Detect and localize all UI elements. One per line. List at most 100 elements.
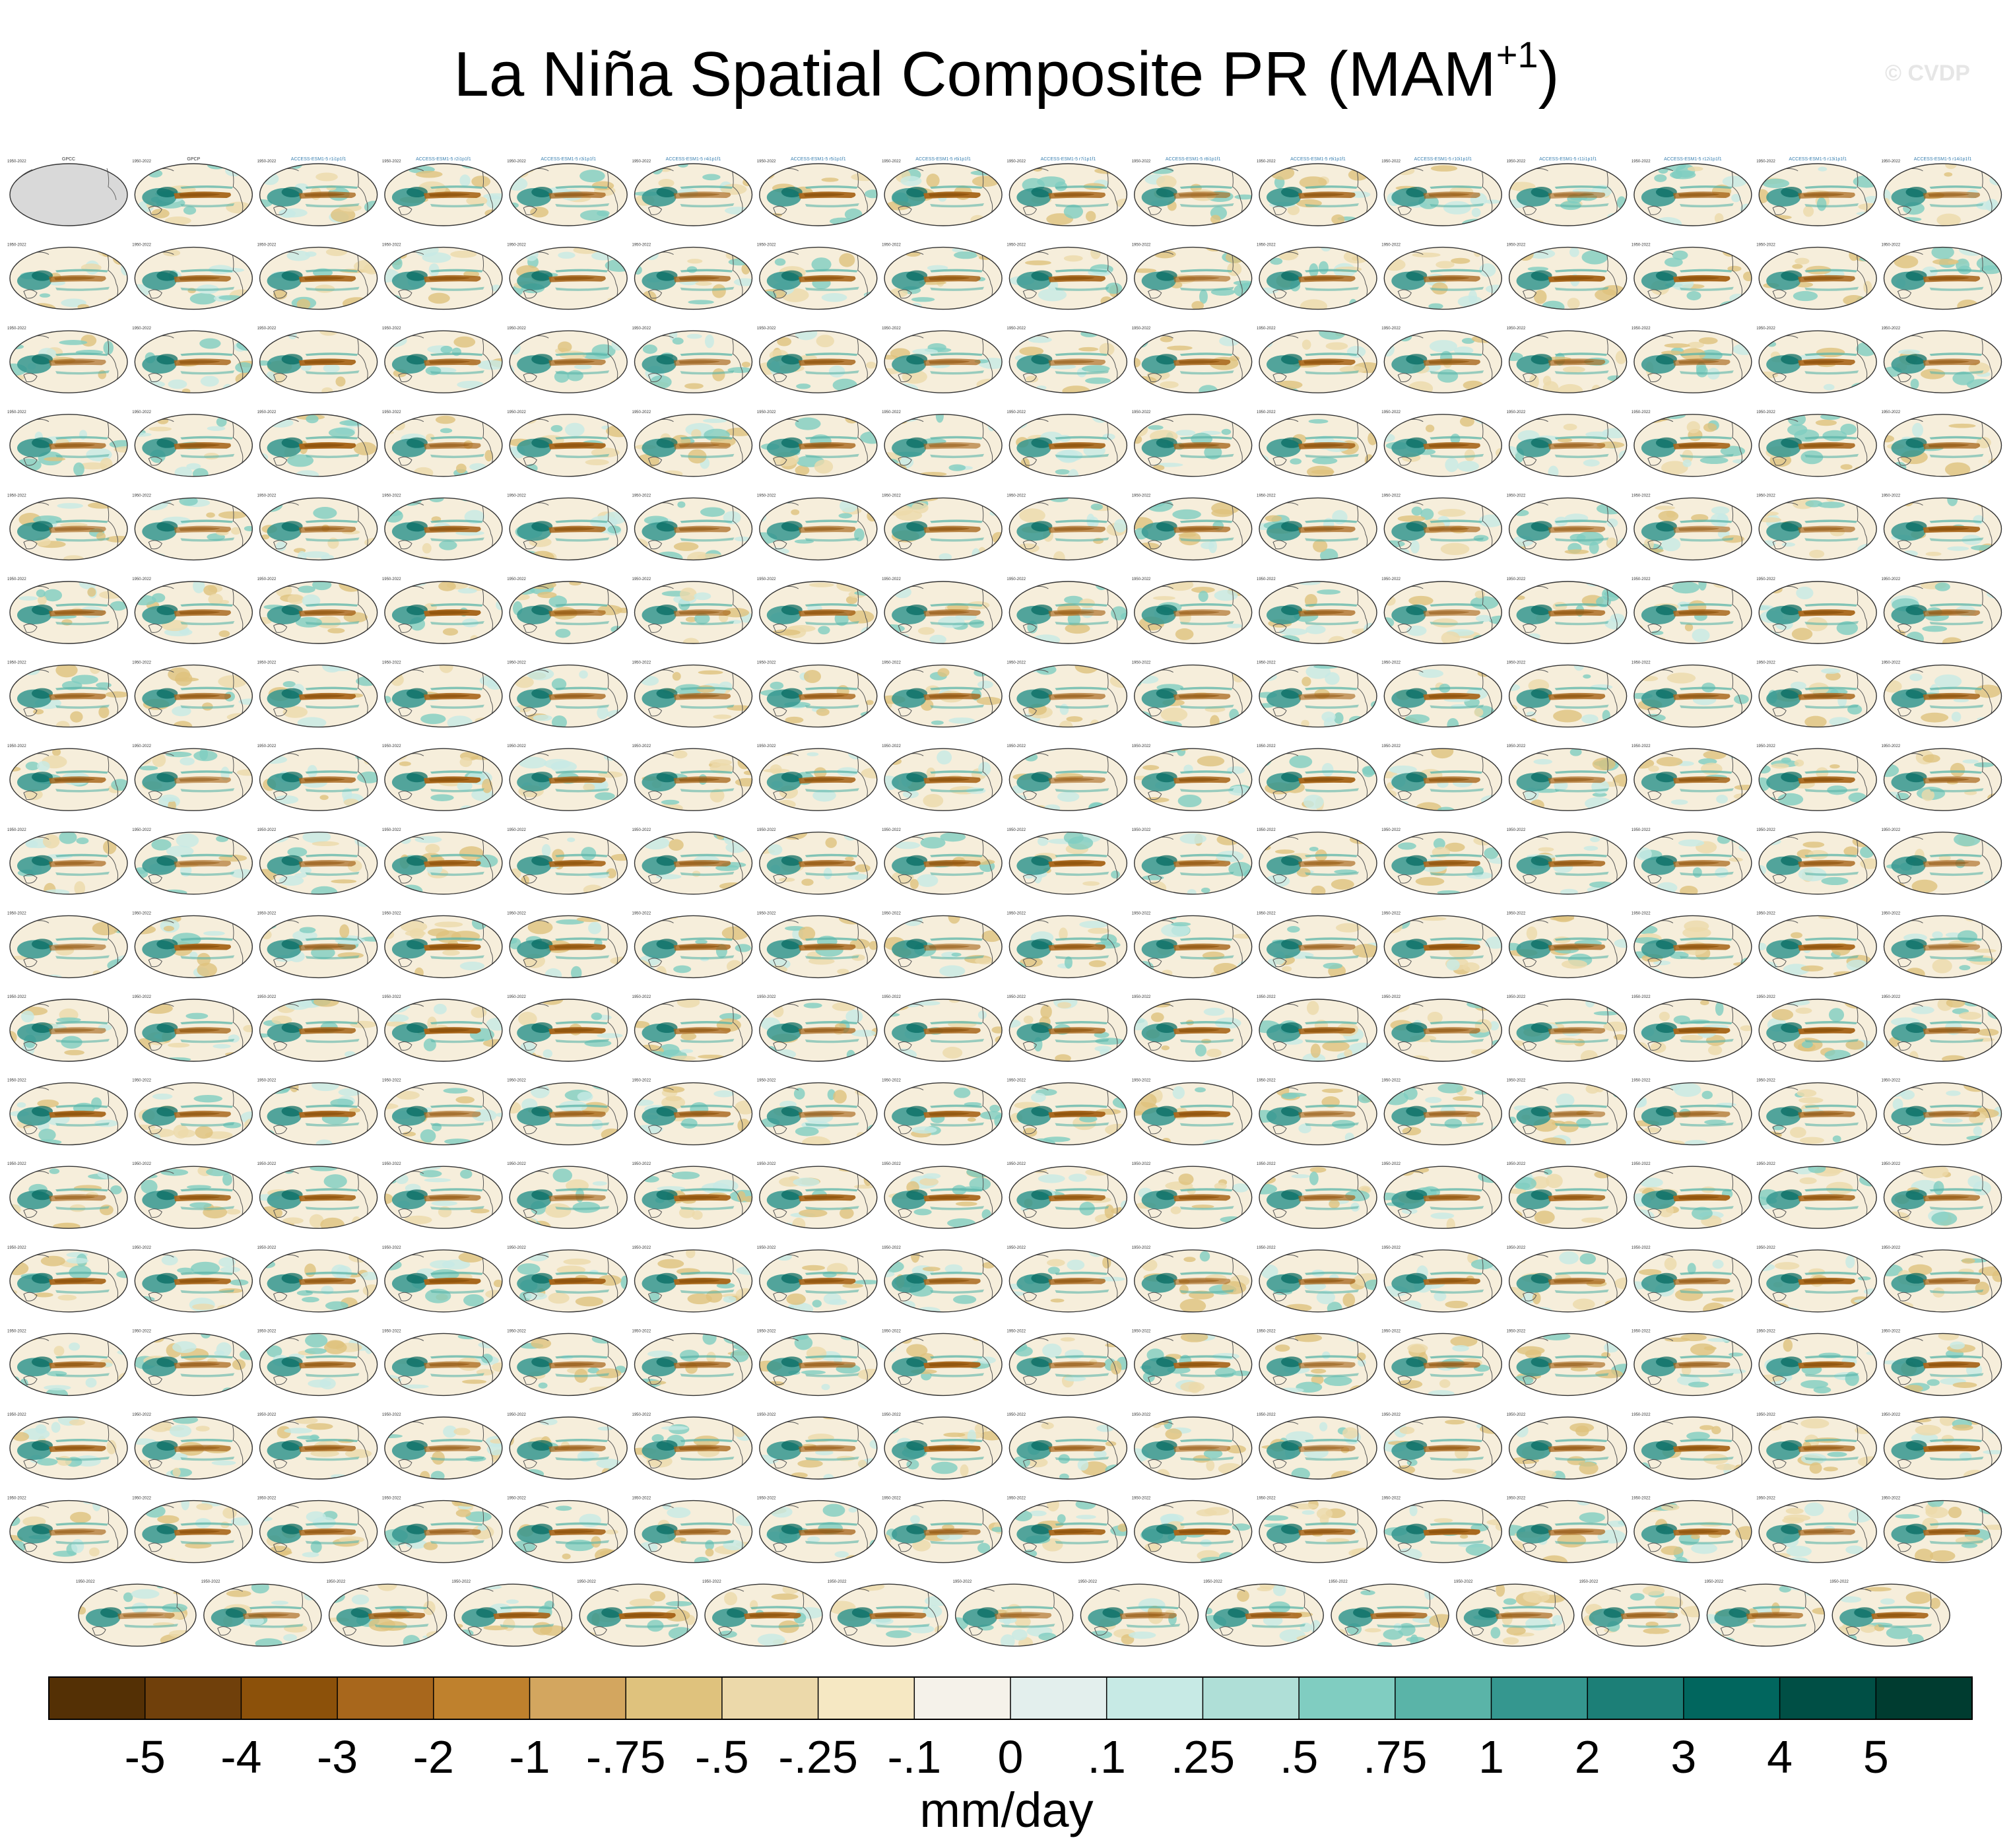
panel-years: 1950-2022 — [1632, 661, 1651, 665]
panel-years: 1950-2022 — [507, 661, 526, 665]
map-outline — [9, 246, 128, 310]
map-outline — [9, 1082, 128, 1146]
map-outline — [884, 748, 1003, 811]
precip-field — [1887, 915, 2002, 978]
panel-years: 1950-2022 — [632, 911, 651, 915]
map-panel: 1950-2022 — [632, 1079, 753, 1146]
map-outline — [884, 246, 1003, 310]
panel-years: 1950-2022 — [1882, 828, 1901, 832]
panel-years: 1950-2022 — [632, 828, 651, 832]
map-panel: 1950-2022 — [382, 1079, 503, 1146]
map-outline — [1133, 246, 1253, 310]
map-panel: 1950-2022 — [632, 327, 753, 393]
map-outline — [509, 414, 628, 477]
precip-field — [390, 164, 502, 218]
precip-field — [1384, 247, 1502, 310]
map-outline — [759, 330, 878, 393]
map-outline — [1259, 748, 1377, 811]
panel-years: 1950-2022 — [1882, 327, 1901, 331]
panel-years: 1950-2022 — [382, 494, 401, 498]
panel-years: 1950-2022 — [132, 661, 151, 665]
panel-years: 1950-2022 — [1381, 911, 1401, 915]
map-outline — [1259, 581, 1377, 644]
map-outline — [384, 664, 503, 728]
map-outline — [259, 1082, 378, 1146]
panel-years: 1950-2022 — [7, 411, 26, 414]
map-outline — [1634, 915, 1752, 979]
map-outline — [884, 163, 1003, 226]
precip-field — [1259, 999, 1377, 1061]
map-outline — [509, 999, 628, 1062]
panel-title: ACCESS-ESM1-5 r11i1p1f1 — [1539, 157, 1597, 162]
map-outline — [1508, 246, 1628, 310]
map-outline — [759, 748, 878, 811]
panel-years: 1950-2022 — [1507, 744, 1526, 748]
map-outline — [1634, 330, 1752, 393]
map-panel: 1950-2022 — [382, 244, 503, 310]
map-outline — [259, 414, 378, 477]
map-panel: 1950-2022 ACCESS-ESM1-5 r1i1p1f1 — [257, 157, 378, 226]
panel-years: 1950-2022 — [382, 327, 401, 331]
panel-years: 1950-2022 — [1756, 411, 1775, 414]
map-outline — [259, 581, 378, 644]
panel-years: 1950-2022 — [7, 578, 26, 581]
map-panel: 1950-2022 — [1632, 744, 1752, 811]
panel-years: 1950-2022 — [507, 244, 526, 248]
colorbar-tick-label: -1 — [509, 1731, 550, 1783]
panel-years: 1950-2022 — [7, 911, 26, 915]
panel-years: 1950-2022 — [132, 828, 151, 832]
precip-field — [385, 836, 498, 894]
map-panel: 1950-2022 — [757, 494, 878, 561]
panel-years: 1950-2022 — [1132, 327, 1151, 331]
colorbar-swatch — [241, 1677, 338, 1719]
map-outline — [1758, 748, 1877, 811]
panel-years: 1950-2022 — [757, 995, 776, 999]
panel-years: 1950-2022 — [1381, 661, 1401, 665]
map-panel: 1950-2022 — [382, 744, 503, 811]
panel-title: ACCESS-ESM1-5 r8i1p1f1 — [1166, 157, 1221, 162]
panel-years: 1950-2022 — [7, 995, 26, 999]
map-outline — [1133, 330, 1253, 393]
panel-years: 1950-2022 — [1882, 494, 1901, 498]
colorbar-swatch — [1779, 1677, 1876, 1719]
map-outline — [384, 999, 503, 1062]
panel-years: 1950-2022 — [1381, 995, 1401, 999]
panel-years: 1950-2022 — [1882, 995, 1901, 999]
map-outline — [1133, 581, 1253, 644]
panel-years: 1950-2022 — [7, 828, 26, 832]
map-outline — [1508, 330, 1628, 393]
map-outline — [1758, 497, 1877, 561]
map-panel: 1950-2022 — [1257, 995, 1377, 1062]
colorbar-swatch — [626, 1677, 723, 1719]
panel-years: 1950-2022 — [382, 661, 401, 665]
map-panel: 1950-2022 — [257, 1079, 378, 1146]
map-outline — [1383, 330, 1503, 393]
precip-field — [1884, 750, 2002, 804]
panel-years: 1950-2022 — [1381, 744, 1401, 748]
map-outline — [509, 581, 628, 644]
panel-years: 1950-2022 — [632, 327, 651, 331]
colorbar-tick-label: -2 — [413, 1731, 454, 1783]
map-outline — [1758, 664, 1877, 728]
map-outline — [1758, 330, 1877, 393]
colorbar-swatch — [1203, 1677, 1300, 1719]
panel-title: ACCESS-ESM1-5 r10i1p1f1 — [1414, 157, 1472, 162]
map-outline — [134, 581, 253, 644]
map-panel: 1950-2022 — [1632, 327, 1752, 393]
map-panel: 1950-2022 — [382, 995, 503, 1062]
map-outline — [1008, 581, 1128, 644]
map-outline — [134, 664, 253, 728]
colorbar-tick-label: -5 — [125, 1731, 166, 1783]
map-panel: 1950-2022 — [632, 244, 753, 310]
map-outline — [1883, 832, 2002, 895]
precip-field — [1764, 668, 1877, 727]
map-panel: 1950-2022 — [1132, 244, 1253, 310]
panel-years: 1950-2022 — [1632, 411, 1651, 414]
map-panel: 1950-2022 ACCESS-ESM1-5 r13i1p1f1 — [1756, 157, 1877, 226]
map-panel: 1950-2022 — [757, 327, 878, 393]
colorbar-swatch — [818, 1677, 915, 1719]
panel-years: 1950-2022 — [1257, 995, 1276, 999]
panel-years: 1950-2022 — [1257, 160, 1276, 164]
panel-years: 1950-2022 — [632, 995, 651, 999]
map-outline — [384, 497, 503, 561]
